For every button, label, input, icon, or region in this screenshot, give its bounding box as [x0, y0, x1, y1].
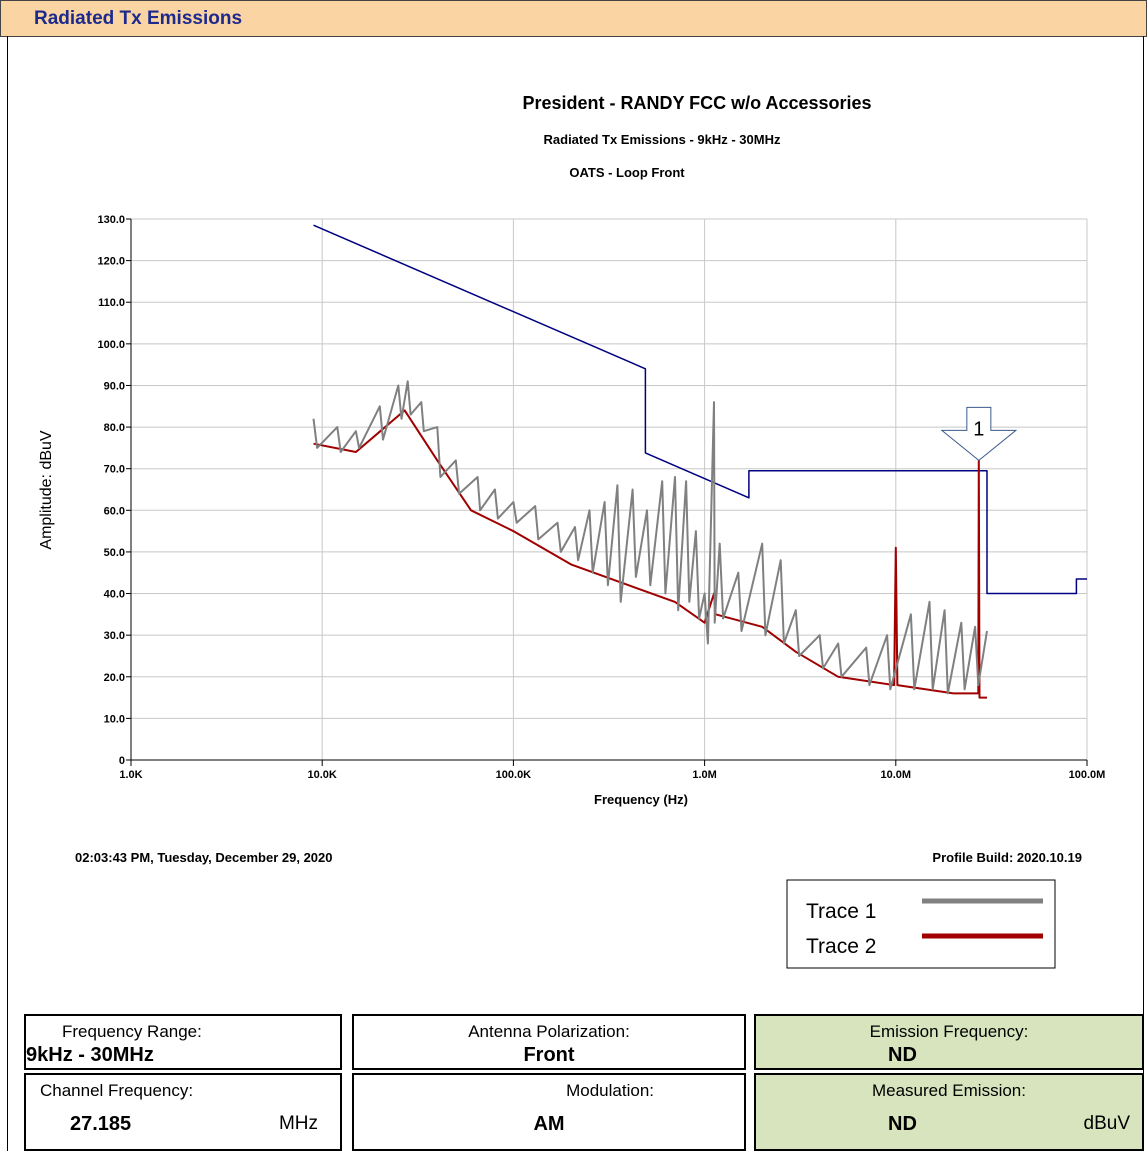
annotation-arrow	[940, 406, 1018, 462]
annotation-label: 1	[973, 418, 984, 440]
info-unit: dBuV	[1083, 1113, 1130, 1134]
info-unit: MHz	[278, 1113, 318, 1134]
plot-area	[131, 219, 1087, 760]
page-border	[7, 36, 8, 1151]
info-label: Modulation:	[566, 1081, 654, 1100]
x-tick-label: 10.0K	[308, 769, 337, 781]
info-box: Frequency Range: 9kHz - 30MHz	[24, 1014, 342, 1070]
info-box: Emission Frequency: ND	[754, 1014, 1144, 1070]
y-tick-label: 10.0	[104, 713, 125, 725]
info-value: 27.185	[70, 1113, 132, 1135]
header-bar: Radiated Tx Emissions	[0, 0, 1147, 37]
info-label: Measured Emission:	[871, 1081, 1026, 1100]
chart: President - RANDY FCC w/o Accessories Ra…	[38, 93, 1105, 969]
y-tick-label: 80.0	[104, 422, 125, 434]
y-tick-label: 30.0	[104, 630, 125, 642]
series-line	[312, 380, 988, 695]
info-value: ND	[888, 1113, 917, 1135]
y-tick-label: 40.0	[104, 589, 125, 601]
info-label: Antenna Polarization:	[468, 1022, 630, 1041]
info-label: Frequency Range:	[62, 1022, 202, 1041]
chart-title: President - RANDY FCC w/o Accessories	[522, 93, 871, 113]
x-tick-label: 100.0K	[496, 769, 532, 781]
info-value: ND	[888, 1044, 917, 1066]
y-tick-label: 110.0	[98, 297, 125, 309]
y-tick-label: 70.0	[104, 464, 125, 476]
legend-label: Trace 2	[806, 935, 876, 958]
build-info: Profile Build: 2020.10.19	[932, 850, 1082, 865]
y-tick-label: 100.0	[97, 339, 125, 351]
y-tick-label: 90.0	[104, 380, 125, 392]
timestamp: 02:03:43 PM, Tuesday, December 29, 2020	[75, 850, 333, 865]
info-value: Front	[523, 1044, 575, 1066]
x-tick-label: 1.0M	[692, 769, 716, 781]
y-tick-label: 50.0	[104, 547, 125, 559]
chart-subtitle: OATS - Loop Front	[569, 165, 685, 180]
legend-label: Trace 1	[806, 900, 876, 923]
info-box: Measured Emission: ND dBuV	[754, 1073, 1144, 1151]
info-box: Channel Frequency: 27.185 MHz	[24, 1073, 342, 1151]
x-tick-label: 10.0M	[881, 769, 912, 781]
info-value: 9kHz - 30MHz	[26, 1044, 154, 1066]
header-title: Radiated Tx Emissions	[34, 8, 243, 29]
plot: 0 10.0 20.0 30.0 40.0 50.0 60.0 70.0 80.0 90.0 100…	[97, 214, 1105, 958]
x-tick-label: 1.0K	[119, 769, 142, 781]
y-tick-label: 130.0	[97, 214, 125, 226]
info-box: Modulation: AM	[352, 1073, 746, 1151]
x-axis-label: Frequency (Hz)	[594, 792, 688, 807]
y-tick-label: 0	[119, 755, 125, 767]
info-box: Antenna Polarization: Front	[352, 1014, 746, 1070]
x-tick-label: 100.0M	[1069, 769, 1106, 781]
legend-box	[786, 879, 1056, 969]
info-label: Channel Frequency:	[40, 1081, 194, 1100]
y-tick-label: 60.0	[104, 505, 125, 517]
info-label: Emission Frequency:	[869, 1022, 1029, 1041]
page-border	[1143, 36, 1144, 1151]
info-value: AM	[533, 1113, 565, 1135]
y-axis-label: Amplitude: dBuV	[38, 430, 55, 550]
y-tick-label: 120.0	[97, 256, 125, 268]
series-line	[313, 224, 1087, 595]
chart-subtitle: Radiated Tx Emissions - 9kHz - 30MHz	[544, 132, 781, 147]
y-tick-label: 20.0	[104, 672, 125, 684]
